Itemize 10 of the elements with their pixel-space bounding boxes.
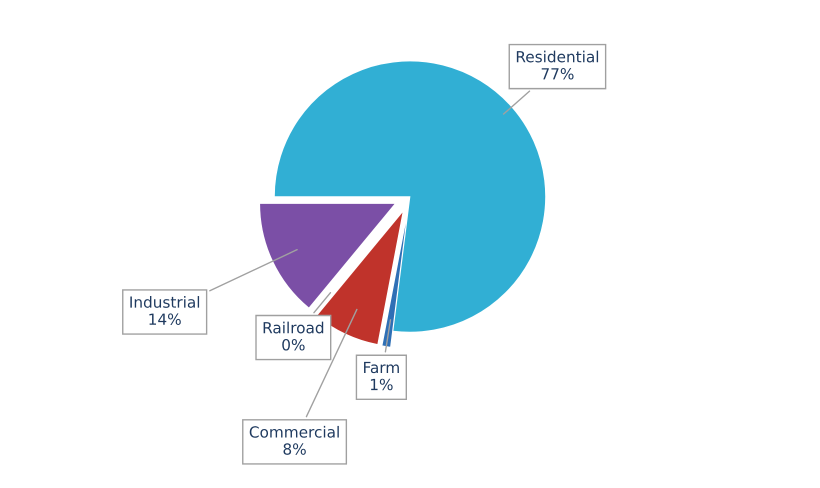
- data-label: 8%: [283, 443, 306, 455]
- data-label: 14%: [149, 313, 181, 325]
- text: 0%: [282, 338, 305, 351]
- slice-label: Commercial: [250, 426, 339, 438]
- data-label: 1%: [370, 378, 393, 390]
- slice-label: Residential: [516, 50, 598, 62]
- legend-label: Railroad: [264, 322, 324, 334]
- slice-label: Farm: [364, 362, 399, 374]
- data-label: 77%: [542, 68, 574, 80]
- slice-label: Industrial: [130, 296, 200, 308]
